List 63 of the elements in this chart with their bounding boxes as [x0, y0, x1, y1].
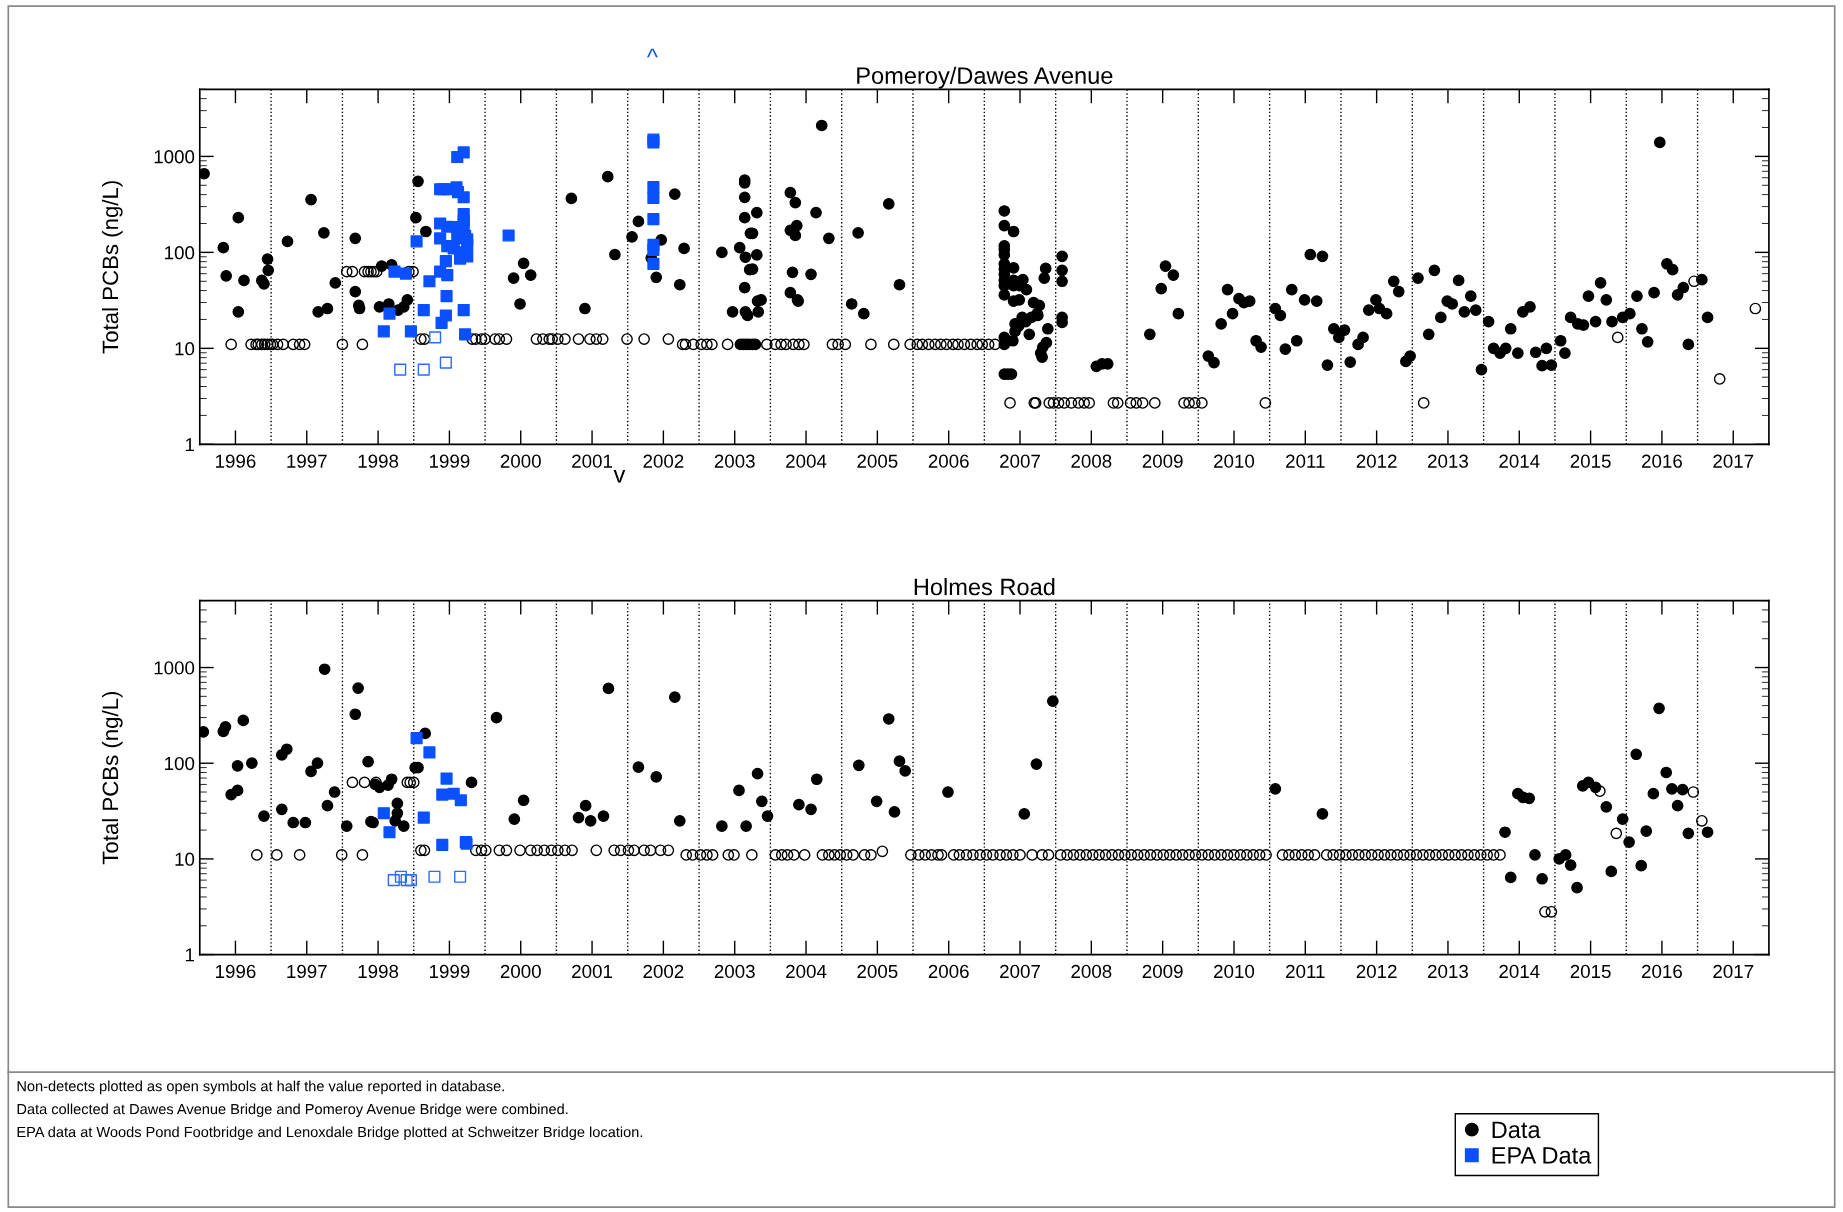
y-axis-title: Total PCBs (ng/L)	[101, 691, 123, 865]
x-tick-label: 2017	[1713, 454, 1754, 468]
y-tick-label: 1	[185, 438, 195, 452]
x-tick-label: 2011	[1286, 964, 1325, 979]
chart-title: Pomeroy/Dawes Avenue	[857, 66, 1113, 89]
x-tick-label: 2013	[1428, 454, 1468, 468]
x-tick-label: 2008	[1071, 454, 1112, 468]
x-tick-label: 1999	[429, 964, 470, 979]
x-tick-label: 2004	[786, 964, 827, 979]
x-tick-label: 2002	[643, 964, 684, 979]
x-tick-label: 2016	[1642, 454, 1682, 468]
x-tick-label: 1998	[358, 454, 399, 468]
x-tick-label: 2012	[1356, 964, 1397, 979]
x-tick-label: 2014	[1499, 454, 1540, 468]
text: EPA data at Woods Pond Footbridge and Lenoxdale Bridge plotted at Schweitzer Bridge location.	[17, 1126, 643, 1141]
x-tick-label: 2000	[500, 454, 541, 468]
x-tick-label: 2003	[714, 964, 755, 979]
x-tick-label: 2010	[1214, 964, 1255, 979]
y-tick-label: 100	[165, 756, 195, 771]
x-tick-label: 2009	[1142, 454, 1183, 468]
x-tick-label: 2001	[572, 964, 613, 979]
x-tick-label: 2015	[1570, 964, 1611, 979]
text: Non-detects plotted as open symbols at half the value reported in database.	[17, 1080, 504, 1095]
x-tick-label: 2001	[572, 454, 613, 468]
text: Data collected at Dawes Avenue Bridge and Pomeroy Avenue Bridge were combined.	[17, 1103, 568, 1118]
y-axis-title: Total PCBs (ng/L)	[101, 181, 123, 354]
x-tick-label: 1996	[216, 964, 256, 979]
x-tick-label: 1997	[287, 454, 327, 468]
chart-title: Holmes Road	[914, 578, 1055, 596]
x-tick-label: 2005	[857, 964, 898, 979]
x-tick-label: 2006	[928, 454, 969, 468]
x-tick-label: 1999	[429, 454, 470, 468]
x-tick-label: 2007	[1000, 964, 1040, 979]
x-tick-label: 2015	[1570, 454, 1611, 468]
legend-label: EPA Data	[1492, 1147, 1592, 1164]
x-tick-label: 2003	[714, 454, 755, 468]
x-tick-label: 1998	[358, 964, 399, 979]
y-tick-label: 100	[165, 246, 195, 260]
x-tick-label: 2016	[1642, 964, 1682, 979]
x-tick-label: 2012	[1356, 454, 1397, 468]
x-tick-label: 2004	[786, 454, 827, 468]
y-tick-label: 1000	[154, 661, 195, 675]
x-tick-label: 2014	[1499, 964, 1540, 979]
y-tick-label: 10	[175, 342, 195, 356]
y-tick-label: 10	[175, 852, 195, 866]
x-tick-label: 2000	[500, 964, 541, 979]
x-tick-label: 2005	[857, 454, 898, 468]
x-tick-label: 2010	[1214, 454, 1255, 468]
text: v	[613, 469, 626, 483]
x-tick-label: 2006	[928, 964, 969, 979]
text: ^	[647, 48, 658, 58]
y-tick-label: 1	[185, 948, 195, 962]
x-tick-label: 2009	[1142, 964, 1183, 979]
x-tick-label: 2002	[643, 454, 684, 468]
x-tick-label: 1997	[287, 964, 327, 979]
x-tick-label: 2007	[1000, 454, 1040, 468]
x-tick-label: 1996	[216, 454, 256, 468]
legend-label: Data	[1492, 1121, 1541, 1139]
x-tick-label: 2013	[1428, 964, 1468, 979]
y-tick-label: 1000	[154, 150, 195, 164]
x-tick-label: 2011	[1286, 454, 1325, 468]
x-tick-label: 2008	[1071, 964, 1112, 979]
x-tick-label: 2017	[1713, 964, 1754, 979]
